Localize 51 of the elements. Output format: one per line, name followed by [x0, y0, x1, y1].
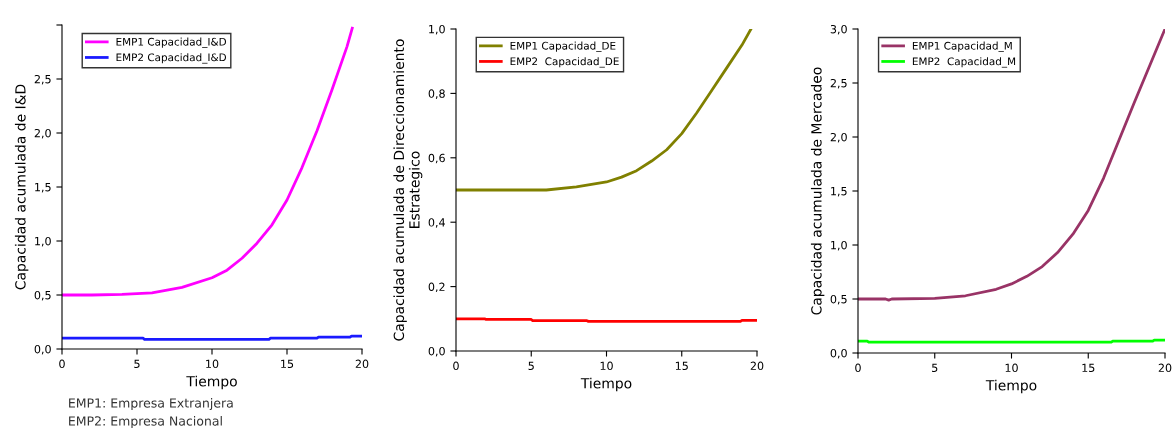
y-tick-label: 1,0	[429, 24, 445, 35]
legend-label: EMP2 Capacidad_M	[912, 57, 1016, 68]
y-tick-label: 1,5	[35, 183, 51, 193]
y-axis-title: Capacidad acumulada de Mercadeo	[810, 67, 825, 315]
y-tick-label: 2,5	[830, 78, 847, 89]
line-series	[858, 29, 1165, 302]
y-tick-label: 2,0	[34, 128, 51, 139]
x-tick-label: 20	[750, 361, 764, 371]
line-series	[456, 29, 753, 192]
text: EMP1: Empresa Extranjera	[69, 398, 233, 411]
line-series	[62, 26, 354, 297]
y-tick-label: 0,4	[428, 218, 445, 228]
x-tick-label: 0	[855, 363, 861, 373]
y-tick-label: 0,0	[428, 346, 445, 357]
x-axis-title: Tiempo	[985, 379, 1037, 394]
y-tick-label: 0,5	[34, 290, 51, 301]
y-tick-label: 1,0	[35, 236, 51, 247]
text: EMP2: Empresa Nacional	[69, 416, 222, 429]
x-tick-label: 5	[528, 361, 534, 371]
y-tick-label: 0,0	[830, 348, 847, 359]
y-tick-label: 3,0	[830, 24, 847, 35]
x-tick-label: 5	[134, 359, 140, 369]
y-tick-label: 2,5	[34, 74, 51, 85]
legend-label: EMP2 Capacidad_I&D	[116, 53, 227, 64]
x-tick-label: 10	[600, 361, 613, 371]
legend-label: EMP1 Capacidad_I&D	[116, 37, 227, 48]
y-axis-title: Capacidad acumulada de Direccionamiento Estrategico	[393, 39, 423, 341]
legend-label: EMP1 Capacidad_M	[912, 41, 1012, 52]
x-tick-label: 0	[453, 361, 459, 371]
x-tick-label: 15	[1082, 363, 1095, 373]
y-tick-label: 1,0	[831, 240, 847, 251]
x-tick-label: 0	[59, 359, 65, 369]
y-tick-label: 0,8	[428, 89, 445, 99]
y-tick-label: 0,6	[428, 153, 445, 164]
x-tick-label: 15	[675, 361, 688, 371]
x-tick-label: 20	[355, 359, 369, 369]
x-axis-title: Tiempo	[580, 377, 632, 392]
y-tick-label: 0,5	[830, 294, 847, 305]
y-tick-label: 0,2	[428, 282, 445, 293]
x-tick-label: 20	[1158, 363, 1172, 373]
y-axis-title: Capacidad acumulada de I&D	[14, 84, 29, 290]
legend-label: EMP1 Capacidad_DE	[510, 41, 616, 52]
y-tick-label: 1,5	[831, 187, 847, 197]
x-tick-label: 15	[281, 359, 294, 369]
x-tick-label: 10	[206, 359, 219, 369]
x-tick-label: 10	[1005, 363, 1018, 373]
legend-label: EMP2 Capacidad_DE	[510, 57, 619, 68]
y-tick-label: 2,0	[830, 132, 847, 143]
x-tick-label: 5	[932, 363, 938, 373]
x-axis-title: Tiempo	[186, 375, 237, 390]
y-tick-label: 0,0	[34, 344, 51, 355]
